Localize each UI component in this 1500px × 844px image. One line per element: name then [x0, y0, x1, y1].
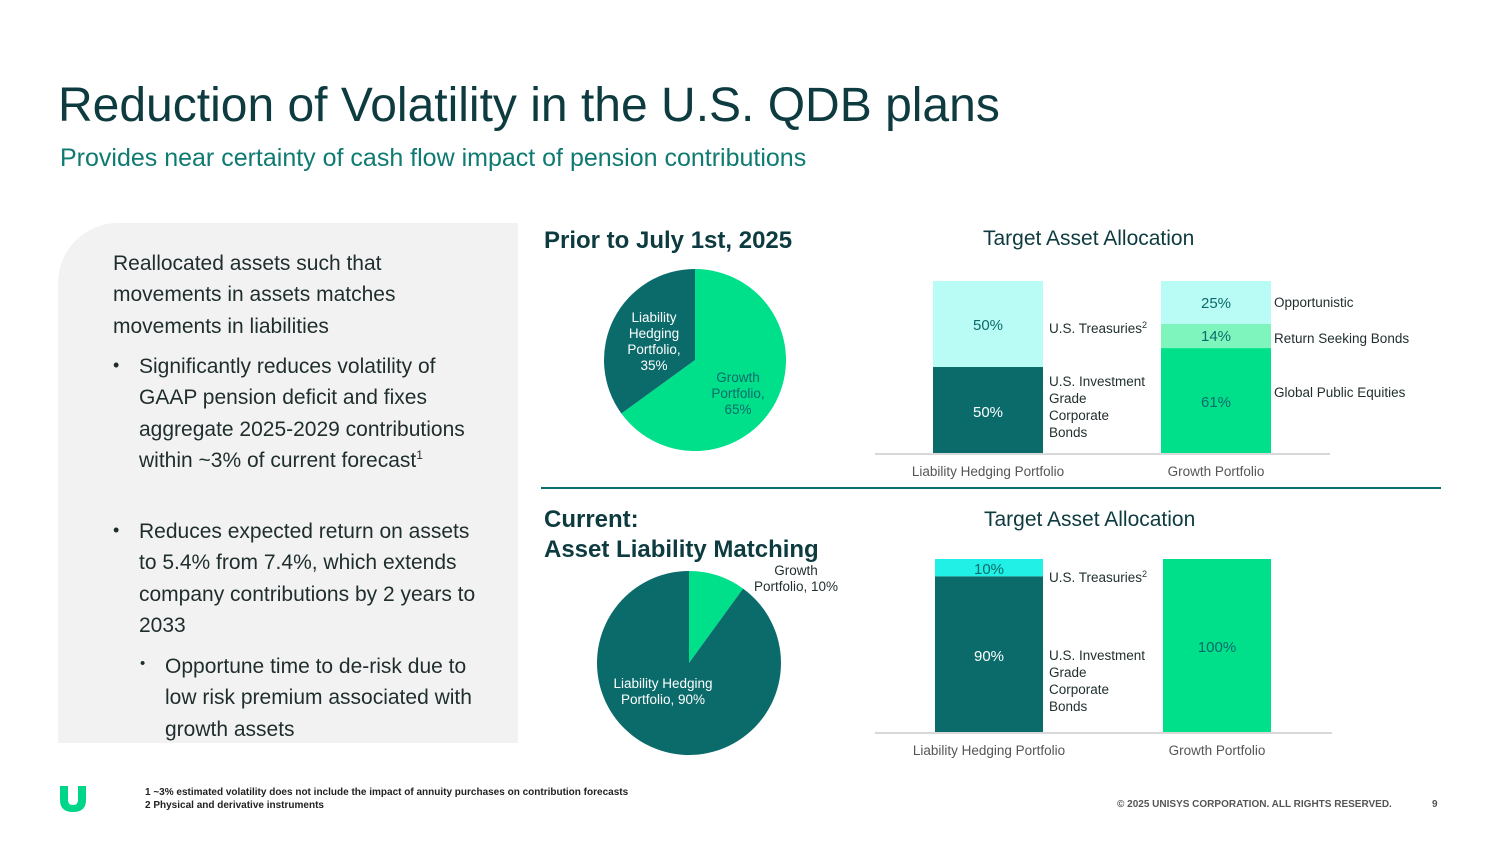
footnote-ref: 1: [416, 447, 423, 462]
bar-category-label: Liability Hedging Portfolio: [913, 743, 1065, 758]
bar-segment-name: U.S. Investment: [1049, 648, 1145, 663]
pie-slice-label: 35%: [640, 358, 667, 373]
bar-category-label: Liability Hedging Portfolio: [912, 464, 1064, 479]
bullet-dot: •: [113, 355, 120, 375]
unisys-u-logo-icon: [58, 786, 88, 817]
bar-category-label: Growth Portfolio: [1169, 743, 1266, 758]
prior-section-title: Prior to July 1st, 2025: [544, 227, 793, 254]
pie-slice: [603, 268, 695, 414]
pie-slice-label: Growth: [716, 370, 760, 385]
bar-segment-name: Global Public Equities: [1274, 385, 1406, 400]
summary-panel: [58, 223, 518, 743]
pie-slice-label: Portfolio,: [711, 386, 764, 401]
pie-slice-label: Growth: [774, 563, 818, 578]
bar-segment: [1161, 324, 1271, 349]
pie-slice: [689, 571, 744, 663]
bar-segment-name: Opportunistic: [1274, 295, 1354, 310]
bar-segment: [935, 576, 1043, 732]
pie-slice-label: Liability Hedging: [613, 676, 712, 691]
pie-slice-label: Portfolio, 10%: [754, 579, 838, 594]
bar-segment: [933, 367, 1043, 453]
page-title: Reduction of Volatility in the U.S. QDB …: [58, 79, 1000, 132]
bullet-1: Significantly reduces volatility of GAAP…: [139, 351, 489, 476]
bullet-1-text: Significantly reduces volatility of GAAP…: [139, 355, 465, 472]
pie-slice: [597, 571, 781, 756]
bar-segment: [935, 559, 1043, 577]
copyright: © 2025 UNISYS CORPORATION. ALL RIGHTS RE…: [1117, 799, 1392, 810]
bar-value-label: 50%: [973, 404, 1003, 421]
bar-segment-name: Bonds: [1049, 425, 1088, 440]
current-title-line1: Current:: [544, 506, 639, 533]
bar-segment-name: U.S. Treasuries2: [1049, 320, 1147, 336]
footnote-2: 2 Physical and derivative instruments: [145, 800, 324, 811]
page-subtitle: Provides near certainty of cash flow imp…: [60, 144, 807, 172]
current-title-line2: Asset Liability Matching: [544, 536, 819, 563]
pie-slice-label: Liability: [631, 310, 676, 325]
pie-slice-label: 65%: [724, 402, 751, 417]
pie-slice-label: Portfolio,: [627, 342, 680, 357]
bar-segment-name: Corporate: [1049, 408, 1109, 423]
target-allocation-title-2: Target Asset Allocation: [984, 508, 1196, 531]
bar-value-label: 25%: [1201, 295, 1231, 312]
bar-value-label: 50%: [973, 317, 1003, 334]
bar-segment-name: Return Seeking Bonds: [1274, 331, 1409, 346]
bullet-2: Reduces expected return on assets to 5.4…: [139, 520, 476, 637]
page-number: 9: [1432, 799, 1438, 810]
target-allocation-title-1: Target Asset Allocation: [983, 227, 1195, 250]
bullet-dot: •: [113, 520, 120, 540]
bar-segment-name: U.S. Investment: [1049, 374, 1145, 389]
pie-slice: [621, 269, 787, 451]
bar-segment-name: U.S. Treasuries2: [1049, 569, 1147, 585]
pie-slice-label: Portfolio, 90%: [621, 692, 705, 707]
bar-value-label: 14%: [1201, 328, 1231, 345]
bar-category-label: Growth Portfolio: [1168, 464, 1265, 479]
section-divider: [541, 487, 1441, 489]
panel-intro: Reallocated assets such that movements i…: [113, 252, 396, 338]
bar-segment: [1161, 348, 1271, 453]
bar-segment: [1161, 281, 1271, 324]
bar-segment-name: Grade: [1049, 391, 1087, 406]
footnote-1: 1 ~3% estimated volatility does not incl…: [145, 787, 629, 798]
bar-segment: [1163, 559, 1271, 732]
bar-segment-name: Corporate: [1049, 682, 1109, 697]
sub-bullet-1: Opportune time to de-risk due to low ris…: [165, 655, 472, 741]
bar-segment-name: Bonds: [1049, 699, 1088, 714]
current-section-title: Current: Asset Liability Matching: [544, 505, 819, 565]
bar-value-label: 90%: [974, 648, 1004, 665]
bar-segment-name: Grade: [1049, 665, 1087, 680]
bar-value-label: 100%: [1198, 639, 1236, 656]
bar-value-label: 61%: [1201, 394, 1231, 411]
pie-slice-label: Hedging: [629, 326, 679, 341]
bar-value-label: 10%: [974, 561, 1004, 578]
footnotes: 1 ~3% estimated volatility does not incl…: [145, 786, 628, 812]
sub-bullet-dot: •: [140, 655, 146, 672]
bar-segment: [933, 281, 1043, 367]
